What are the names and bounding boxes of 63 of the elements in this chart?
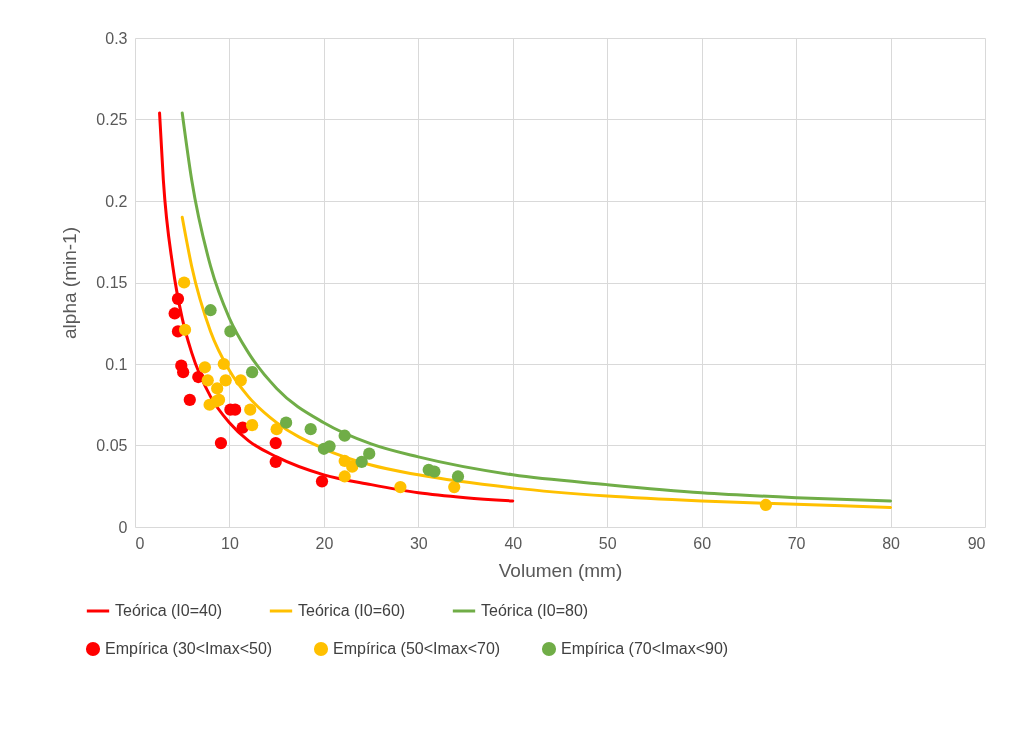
point	[245, 366, 259, 379]
point	[219, 374, 232, 387]
point	[234, 374, 247, 387]
x-tick-label: 70	[787, 534, 806, 552]
x-tick-label: 90	[967, 534, 986, 552]
point	[394, 480, 407, 494]
point	[338, 429, 351, 442]
point	[269, 455, 282, 468]
y-tick-label: 0.05	[96, 437, 128, 454]
point	[346, 460, 359, 473]
point	[279, 416, 293, 429]
point	[363, 447, 376, 460]
point	[168, 307, 181, 320]
point	[428, 465, 441, 478]
point	[323, 440, 336, 453]
point	[177, 366, 190, 379]
y-tick-label: 0.1	[105, 355, 128, 373]
y-tick-label: 0.25	[96, 111, 128, 128]
point	[448, 480, 461, 494]
legend-label: Teórica (I0=80)	[481, 602, 589, 619]
point	[338, 470, 351, 483]
line-series	[180, 215, 893, 509]
legend-label: Empírica (30<Imax<50)	[105, 640, 273, 657]
point	[211, 382, 224, 395]
x-tick-label: 60	[693, 534, 712, 552]
point	[214, 436, 228, 450]
point	[304, 423, 317, 436]
legend-label: Empírica (50<Imax<70)	[333, 640, 501, 657]
y-axis-title: alpha (min-1)	[59, 227, 81, 339]
point	[270, 423, 283, 436]
y-tick-label: 0.2	[105, 192, 128, 210]
point	[217, 357, 230, 371]
legend-label: Teórica (I0=40)	[115, 602, 223, 619]
x-tick-label: 20	[315, 534, 334, 552]
legend-label: Empírica (70<Imax<90)	[561, 640, 729, 657]
y-tick-label: 0.3	[105, 29, 128, 47]
point	[315, 475, 329, 488]
x-tick-label: 50	[598, 534, 617, 552]
point	[224, 325, 237, 338]
point	[177, 276, 191, 289]
point	[244, 403, 257, 416]
y-tick-label: 0.15	[96, 274, 128, 291]
point	[269, 436, 282, 450]
x-tick-label: 80	[882, 534, 901, 552]
point	[171, 292, 185, 305]
x-tick-label: 10	[221, 534, 239, 552]
legend-label: Teórica (I0=60)	[298, 602, 406, 619]
y-tick-label: 0	[118, 518, 128, 536]
point	[198, 361, 212, 374]
point	[178, 323, 192, 336]
point	[355, 455, 368, 468]
x-tick-label: 40	[504, 534, 523, 552]
line-series	[180, 111, 893, 503]
line-series	[158, 111, 515, 503]
x-tick-label: 30	[409, 534, 428, 552]
x-axis-title: Volumen (mm)	[498, 559, 623, 581]
point	[245, 419, 259, 432]
point	[451, 470, 465, 483]
x-tick-label: 0	[135, 534, 145, 552]
point	[204, 304, 217, 317]
point	[759, 498, 773, 512]
point	[201, 374, 214, 387]
point	[183, 393, 196, 406]
